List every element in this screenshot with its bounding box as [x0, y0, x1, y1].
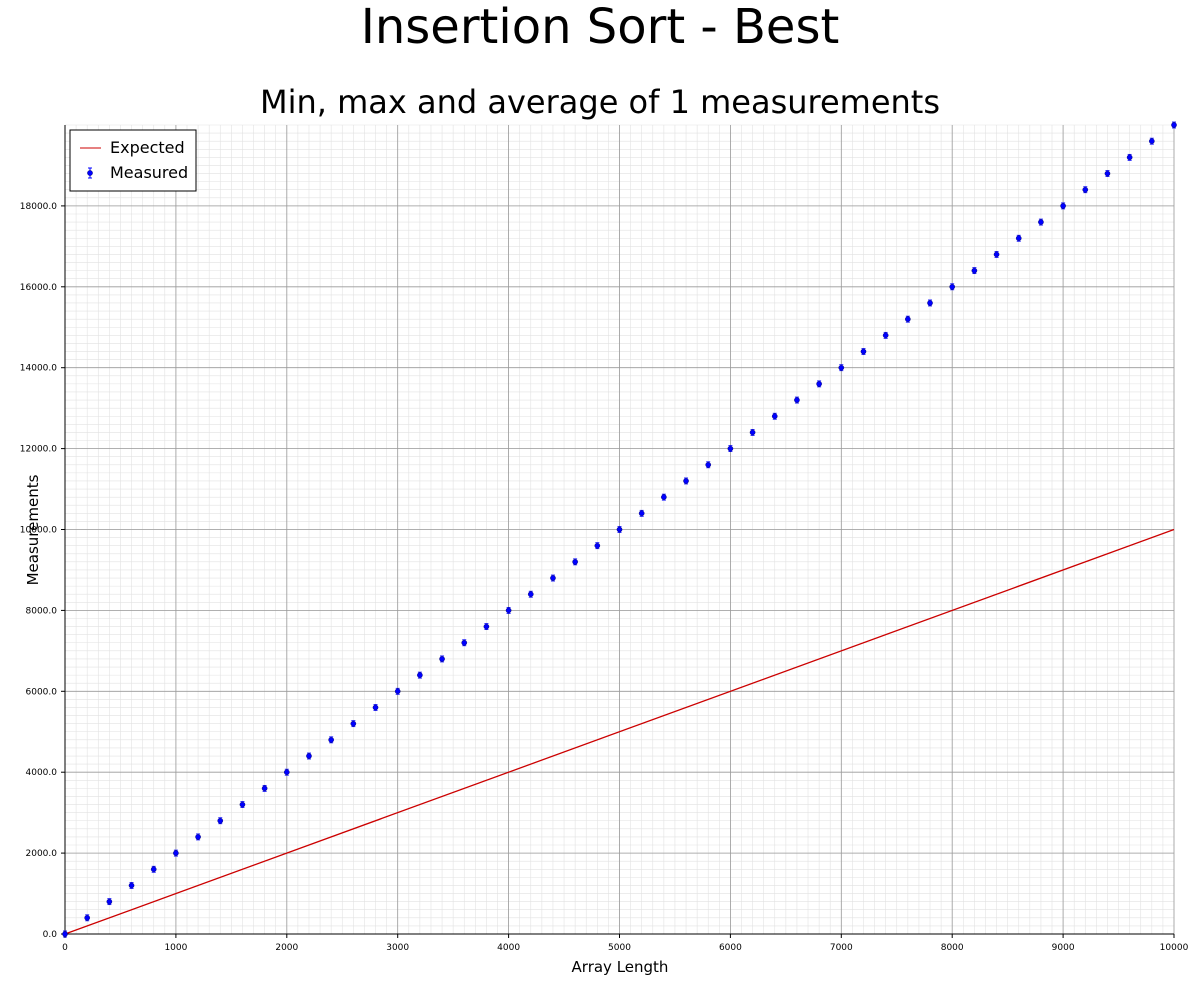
measured-data-point — [816, 381, 822, 387]
x-tick-label: 9000 — [1052, 943, 1075, 953]
measured-data-point — [949, 283, 956, 290]
measured-data-point — [838, 364, 845, 371]
measured-data-point — [1038, 219, 1044, 225]
measured-data-point — [261, 785, 268, 792]
legend-measured-point — [87, 170, 93, 176]
x-axis-ticks: 0 1000 2000 3000 4000 5000 6000 7000 8000 9000 100… — [62, 934, 1189, 953]
measured-data-point — [461, 639, 468, 646]
x-tick-label: 5000 — [608, 943, 631, 953]
measured-data-point — [794, 397, 800, 403]
measured-data-point — [683, 478, 689, 484]
measured-data-point — [727, 445, 734, 452]
measured-data-point — [882, 332, 889, 339]
x-tick-label: 10000 — [1160, 943, 1189, 953]
measured-data-point — [993, 251, 1000, 258]
measured-data-point — [1104, 170, 1111, 177]
measured-data-point — [594, 542, 601, 549]
measured-data-point — [771, 413, 778, 420]
measured-data-point — [239, 801, 246, 808]
measured-data-point — [749, 429, 756, 436]
chart-title: Insertion Sort - Best — [361, 0, 840, 55]
x-tick-label: 1000 — [164, 943, 187, 953]
legend-measured-marker-sample — [87, 167, 93, 179]
measured-data-point — [1171, 122, 1177, 128]
x-tick-label: 2000 — [275, 943, 298, 953]
measured-data-point — [439, 656, 445, 662]
measured-data-point — [128, 882, 135, 889]
y-axis-label: Measurements — [24, 474, 42, 585]
measured-data-point — [483, 623, 490, 630]
y-tick-label: 4000.0 — [26, 768, 58, 778]
measured-data-point — [283, 769, 290, 776]
measured-data-point — [350, 720, 357, 727]
measured-data-point — [394, 688, 401, 695]
measured-data-point — [106, 898, 113, 905]
measured-data-point — [527, 591, 534, 598]
x-tick-label: 3000 — [386, 943, 409, 953]
measured-data-point — [905, 316, 911, 322]
measured-data-point — [306, 753, 312, 759]
measured-data-point — [616, 526, 623, 533]
measured-data-point — [1015, 235, 1022, 242]
measured-data-point — [971, 267, 978, 274]
y-tick-label: 10000.0 — [20, 526, 57, 536]
measured-data-point — [572, 559, 578, 565]
measured-data-point — [550, 575, 556, 581]
measured-data-point — [927, 300, 933, 306]
measured-data-point — [195, 834, 201, 840]
measured-data-point — [150, 866, 157, 873]
measured-data-point — [1149, 138, 1155, 144]
legend-measured-label: Measured — [110, 163, 188, 182]
measured-data-point — [1126, 154, 1133, 161]
x-axis-label: Array Length — [572, 958, 669, 976]
series-layer — [62, 121, 1177, 938]
x-tick-label: 4000 — [497, 943, 520, 953]
measured-data-point — [417, 672, 423, 678]
measured-data-point — [217, 817, 224, 824]
x-tick-label: 6000 — [719, 943, 742, 953]
measured-data-point — [1082, 186, 1089, 193]
measured-data-point — [860, 348, 867, 355]
y-tick-label: 8000.0 — [26, 606, 58, 616]
y-tick-label: 0.0 — [43, 930, 58, 940]
measured-data-point — [661, 494, 667, 500]
y-tick-label: 16000.0 — [20, 283, 57, 293]
y-tick-label: 12000.0 — [20, 445, 57, 455]
measured-data-point — [62, 931, 68, 937]
measured-data-point — [705, 461, 712, 468]
y-tick-label: 6000.0 — [26, 687, 58, 697]
measured-data-point — [84, 915, 90, 921]
y-tick-label: 18000.0 — [20, 202, 57, 212]
measured-data-point — [505, 607, 512, 614]
chart-subtitle: Min, max and average of 1 measurements — [260, 83, 940, 121]
expected-series-line — [64, 528, 1175, 935]
y-axis-ticks: 0.0 2000.0 4000.0 6000.0 8000.0 10000.0 12000.… — [20, 202, 65, 940]
measured-data-point — [372, 704, 379, 711]
x-tick-label: 8000 — [941, 943, 964, 953]
x-tick-label: 7000 — [830, 943, 853, 953]
y-tick-label: 14000.0 — [20, 364, 57, 374]
measured-data-point — [328, 737, 334, 743]
x-tick-label: 0 — [62, 943, 68, 953]
y-tick-label: 2000.0 — [26, 849, 58, 859]
measured-data-point — [638, 510, 645, 517]
legend-box — [69, 129, 197, 192]
legend-expected-label: Expected — [110, 138, 185, 157]
legend: Expected Measured — [69, 129, 197, 192]
measured-data-point — [173, 850, 179, 856]
measured-data-point — [1060, 203, 1066, 209]
